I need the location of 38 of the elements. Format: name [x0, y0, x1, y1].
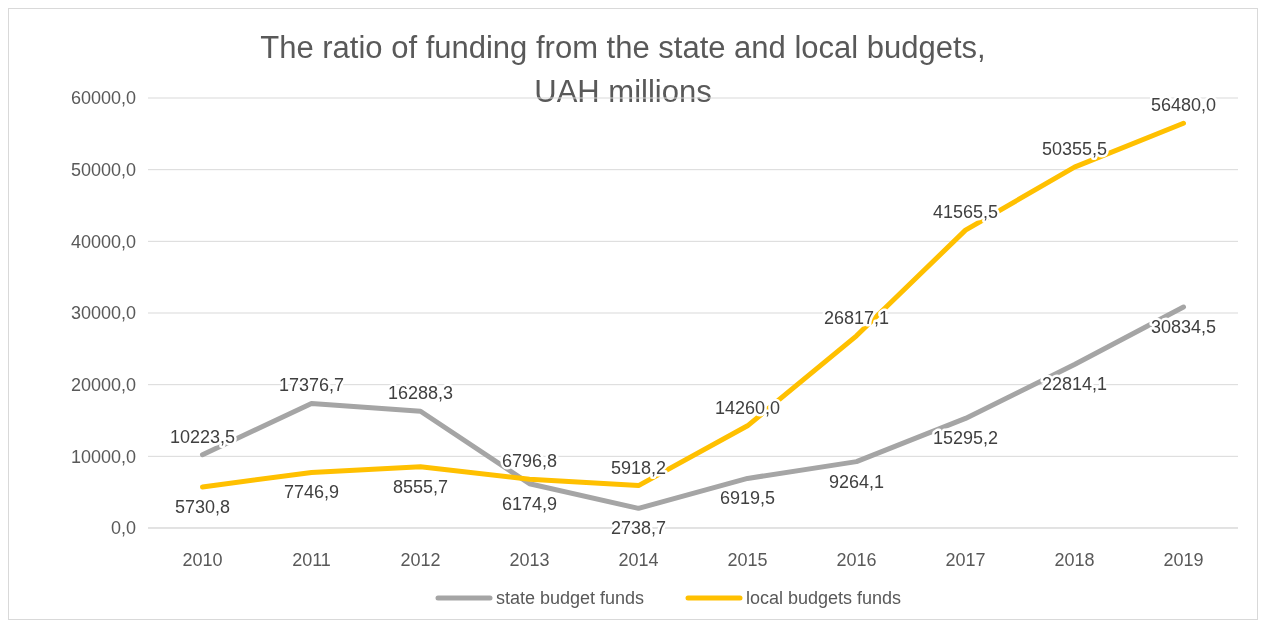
data-label: 17376,7 — [278, 375, 345, 396]
y-tick-label: 60000,0 — [70, 88, 136, 109]
data-label: 22814,1 — [1041, 374, 1108, 395]
data-label: 6919,5 — [719, 488, 776, 509]
data-label: 41565,5 — [932, 202, 999, 223]
data-label: 6796,8 — [501, 451, 558, 472]
legend-label: state budget funds — [496, 588, 645, 609]
x-tick-label: 2018 — [1054, 550, 1095, 570]
x-tick-label: 2011 — [292, 550, 331, 570]
x-tick-label: 2015 — [727, 550, 768, 570]
y-tick-label: 10000,0 — [70, 446, 136, 467]
data-label: 30834,5 — [1150, 317, 1217, 338]
data-label: 50355,5 — [1041, 139, 1108, 160]
x-tick-label: 2013 — [509, 550, 550, 570]
x-tick-label: 2019 — [1163, 550, 1204, 570]
y-tick-label: 0,0 — [110, 518, 136, 539]
data-label: 2738,7 — [610, 518, 667, 539]
data-label: 5918,2 — [610, 457, 667, 478]
chart-title: The ratio of funding from the state and local budgets, UAH millions — [260, 30, 986, 109]
y-tick-label: 20000,0 — [70, 374, 136, 395]
legend-label: local budgets funds — [746, 588, 902, 609]
data-label: 10223,5 — [169, 426, 236, 447]
x-tick-label: 2016 — [836, 550, 877, 570]
y-tick-label: 40000,0 — [70, 231, 136, 252]
data-label: 16288,3 — [387, 383, 454, 404]
data-label: 6174,9 — [501, 493, 558, 514]
x-tick-label: 2014 — [618, 550, 659, 570]
y-tick-label: 30000,0 — [70, 303, 136, 324]
data-label: 15295,2 — [932, 428, 999, 449]
data-label: 8555,7 — [392, 476, 449, 497]
data-label: 7746,9 — [283, 482, 340, 503]
data-label: 5730,8 — [174, 496, 231, 517]
data-label: 56480,0 — [1150, 95, 1217, 116]
x-tick-label: 2012 — [400, 550, 441, 570]
data-label: 9264,1 — [828, 471, 885, 492]
y-tick-label: 50000,0 — [70, 159, 136, 180]
x-tick-label: 2017 — [945, 550, 986, 570]
x-tick-label: 2010 — [182, 550, 223, 570]
